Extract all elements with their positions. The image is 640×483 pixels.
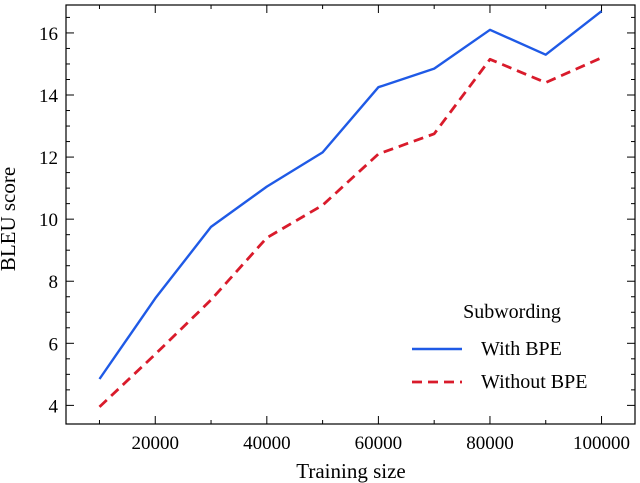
legend-label-without-bpe: Without BPE <box>481 371 587 393</box>
legend-label-with-bpe: With BPE <box>481 338 562 360</box>
x-tick-label: 60000 <box>355 433 403 454</box>
y-tick-label: 16 <box>39 24 58 45</box>
y-tick-label: 14 <box>39 86 59 107</box>
y-tick-label: 8 <box>49 272 59 293</box>
y-tick-label: 12 <box>39 148 58 169</box>
series-layer <box>98 10 603 408</box>
x-tick-label: 20000 <box>132 433 180 454</box>
series-line-without-bpe <box>98 56 603 408</box>
series-line-with-bpe <box>98 10 603 380</box>
y-axis-title: BLEU score <box>0 167 20 271</box>
axis-ticks <box>66 5 635 424</box>
axis-tick-labels: 20000 40000 60000 80000 100000 4 6 8 10 12 14 16 <box>39 24 630 454</box>
legend: Subwording With BPE Without BPE <box>412 301 587 393</box>
x-tick-label: 40000 <box>243 433 291 454</box>
y-tick-label: 4 <box>49 396 59 417</box>
y-tick-label: 10 <box>39 210 58 231</box>
x-tick-label: 100000 <box>573 433 630 454</box>
x-tick-label: 80000 <box>466 433 514 454</box>
x-axis-title: Training size <box>296 459 405 483</box>
y-tick-label: 6 <box>49 334 59 355</box>
plot-frame <box>65 4 636 425</box>
legend-title: Subwording <box>463 301 561 323</box>
